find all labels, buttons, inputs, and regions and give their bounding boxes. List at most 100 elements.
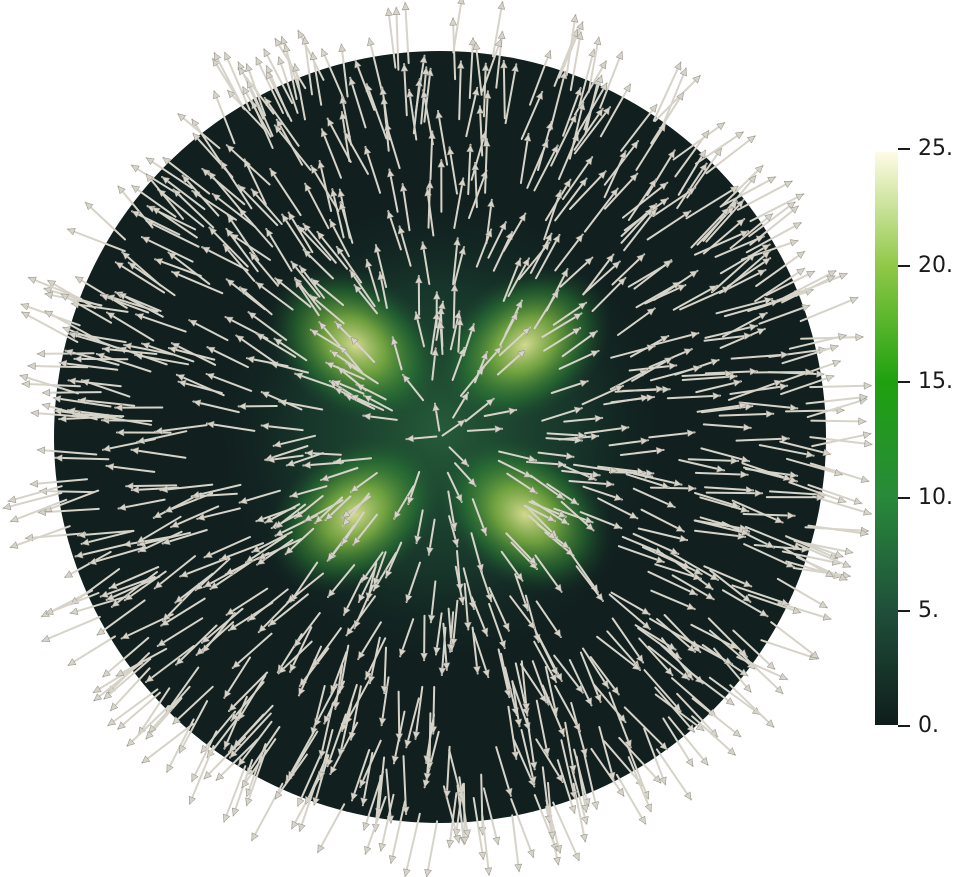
vector-arrow-shaft bbox=[297, 29, 325, 81]
vector-arrow-head bbox=[693, 567, 703, 575]
vector-arrow-shaft bbox=[108, 566, 160, 590]
vector-arrow-head bbox=[386, 168, 395, 178]
vector-arrow-head bbox=[286, 459, 295, 467]
vector-arrow-shaft bbox=[654, 563, 702, 580]
vector-arrow-head bbox=[629, 173, 638, 182]
vector-arrow-head bbox=[581, 804, 589, 813]
vector-arrow-head bbox=[594, 414, 603, 423]
vector-arrow-shaft bbox=[145, 172, 184, 220]
vector-arrow-head bbox=[575, 31, 584, 40]
vector-arrow-head bbox=[630, 140, 639, 150]
vector-arrow-head bbox=[686, 724, 695, 733]
vector-arrow-shaft bbox=[67, 332, 121, 350]
vector-arrow-head bbox=[471, 162, 480, 171]
vector-arrow-shaft bbox=[304, 182, 330, 230]
vector-arrow-head bbox=[282, 43, 291, 53]
vector-arrow-head bbox=[294, 372, 304, 380]
vector-arrow-shaft bbox=[737, 180, 793, 211]
vector-arrow-shaft bbox=[106, 294, 159, 313]
vector-arrow-shaft bbox=[66, 228, 126, 253]
vector-arrow-head bbox=[698, 149, 706, 159]
vector-arrow-shaft bbox=[9, 525, 71, 549]
vector-arrow-shaft bbox=[564, 721, 575, 774]
vector-arrow-head bbox=[575, 234, 584, 243]
vector-arrow-head bbox=[765, 719, 775, 728]
vector-arrow-shaft bbox=[274, 277, 312, 308]
vector-arrow-shaft bbox=[704, 486, 755, 492]
colorbar-label-20: 20. bbox=[918, 253, 953, 278]
vector-arrow-head bbox=[362, 821, 370, 831]
vector-arrow-head bbox=[304, 183, 312, 192]
vector-arrow-head bbox=[781, 434, 790, 443]
vector-arrow-head bbox=[735, 199, 744, 209]
colorbar-label-10: 10. bbox=[918, 485, 953, 510]
vector-arrow-head bbox=[358, 593, 366, 603]
vector-arrow-head bbox=[801, 304, 811, 312]
vector-arrow-head bbox=[274, 38, 283, 47]
vector-arrow-head bbox=[227, 90, 236, 99]
vector-arrow-head bbox=[179, 744, 187, 754]
vector-arrow-shaft bbox=[296, 751, 323, 807]
vector-arrow-head bbox=[423, 772, 432, 781]
vector-arrow-shaft bbox=[582, 260, 621, 296]
vector-arrow-head bbox=[764, 213, 773, 222]
vector-arrow-shaft bbox=[101, 636, 150, 678]
vector-arrow-shaft bbox=[753, 544, 810, 551]
vector-arrow-head bbox=[67, 658, 77, 666]
vector-arrow-head bbox=[458, 246, 466, 256]
vector-arrow-head bbox=[102, 345, 111, 354]
vector-arrow-head bbox=[555, 773, 563, 783]
vector-arrow-head bbox=[203, 550, 213, 558]
vector-arrow-shaft bbox=[474, 41, 483, 96]
vector-arrow-head bbox=[636, 467, 645, 476]
vector-arrow-head bbox=[579, 178, 587, 187]
vector-arrow-shaft bbox=[152, 492, 202, 519]
vector-arrow-head bbox=[330, 350, 339, 359]
vector-arrow-head bbox=[116, 428, 125, 437]
vector-arrow-shaft bbox=[598, 726, 615, 781]
vector-arrow-shaft bbox=[568, 101, 585, 160]
vector-arrow-head bbox=[822, 448, 831, 457]
colorbar-tick bbox=[898, 497, 910, 499]
vector-arrow-shaft bbox=[507, 705, 518, 760]
vector-arrow-head bbox=[413, 311, 422, 321]
vector-arrow-shaft bbox=[93, 663, 141, 702]
vector-arrow-head bbox=[502, 622, 510, 632]
vector-arrow-shaft bbox=[687, 458, 740, 462]
vector-arrow-shaft bbox=[211, 193, 257, 229]
vector-arrow-shaft bbox=[583, 187, 619, 233]
vector-arrow-shaft bbox=[793, 540, 854, 554]
vector-arrow-shaft bbox=[137, 530, 183, 553]
vector-arrow-shaft bbox=[209, 561, 252, 590]
vector-arrow-shaft bbox=[320, 128, 342, 179]
vector-arrow-head bbox=[624, 739, 632, 749]
vector-arrow-shaft bbox=[468, 37, 475, 99]
vector-arrow-shaft bbox=[164, 666, 200, 714]
vector-arrow-head bbox=[188, 319, 198, 327]
vector-arrow-shaft bbox=[721, 589, 769, 618]
vector-arrow-head bbox=[27, 362, 36, 371]
vector-arrow-shaft bbox=[452, 0, 463, 54]
vector-arrow-head bbox=[152, 207, 161, 215]
vector-arrow-shaft bbox=[623, 706, 669, 751]
vector-arrow-shaft bbox=[736, 656, 789, 681]
vector-arrow-shaft bbox=[245, 535, 287, 564]
vector-arrow-head bbox=[736, 218, 745, 227]
vector-arrow-head bbox=[748, 323, 758, 332]
vector-arrow-shaft bbox=[422, 89, 434, 146]
vector-arrow-shaft bbox=[731, 584, 790, 606]
vector-arrow-head bbox=[676, 92, 684, 101]
vector-arrow-head bbox=[790, 205, 799, 214]
vector-arrow-head bbox=[399, 183, 408, 192]
vector-arrow-head bbox=[60, 293, 70, 301]
vector-arrow-head bbox=[829, 344, 839, 352]
vector-arrow-head bbox=[739, 668, 749, 677]
vector-arrow-head bbox=[320, 128, 329, 138]
vector-arrow-head bbox=[652, 774, 661, 784]
vector-arrow-head bbox=[168, 252, 177, 260]
vector-arrow-head bbox=[503, 689, 512, 698]
vector-arrow-shaft bbox=[694, 471, 749, 476]
vector-arrow-shaft bbox=[343, 131, 369, 175]
vector-arrow-head bbox=[754, 165, 764, 174]
